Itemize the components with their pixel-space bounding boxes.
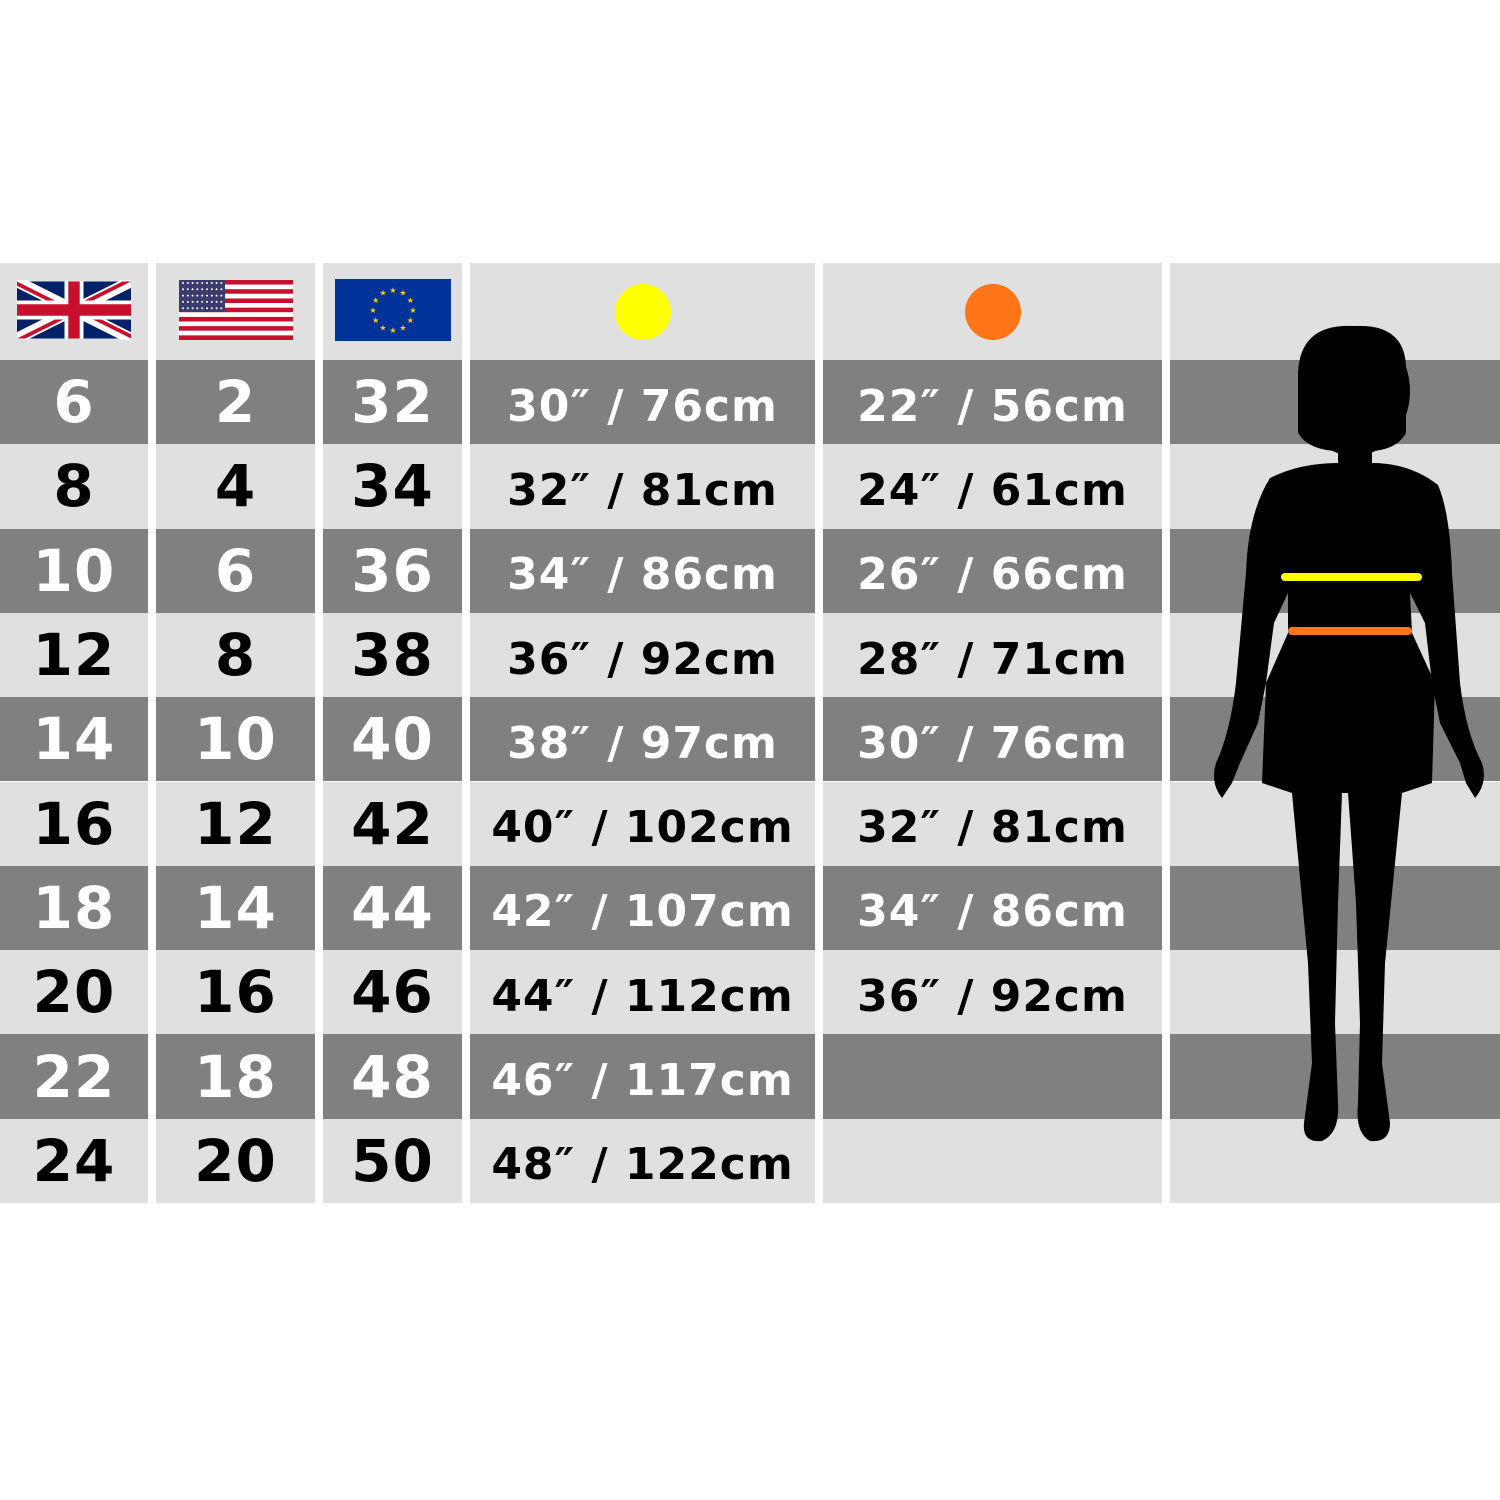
svg-text:★: ★	[399, 323, 406, 332]
cell-us: 4	[156, 444, 315, 529]
header-waist	[823, 263, 1162, 360]
column-eu: ★ ★ ★ ★ ★ ★ ★ ★ ★ ★ ★ ★ 32 34 36 38 40 42 44 46 48 50	[323, 263, 462, 1203]
svg-text:★: ★	[399, 288, 406, 297]
svg-text:★: ★	[379, 323, 386, 332]
cell-bust: 34″ / 86cm	[470, 528, 815, 613]
cell-bust: 36″ / 92cm	[470, 612, 815, 698]
cell-us: 12	[156, 781, 315, 866]
column-us: 2 4 6 8 10 12 14 16 18 20	[156, 263, 315, 1203]
cell-eu: 50	[323, 1118, 462, 1203]
cell-uk: 20	[0, 950, 148, 1035]
waist-dot-icon	[964, 283, 1021, 340]
cell-us: 20	[156, 1118, 315, 1203]
cell-us: 6	[156, 528, 315, 613]
cell-eu: 40	[323, 697, 462, 782]
header-bust	[470, 263, 815, 360]
eu-flag-icon: ★ ★ ★ ★ ★ ★ ★ ★ ★ ★ ★ ★	[334, 278, 451, 345]
cell-eu: 38	[323, 612, 462, 698]
cell-waist: 30″ / 76cm	[823, 697, 1162, 782]
cell-uk: 12	[0, 612, 148, 698]
svg-text:★: ★	[406, 316, 413, 325]
cell-waist: 24″ / 61cm	[823, 444, 1162, 529]
cell-us: 14	[156, 865, 315, 951]
cell-waist: 32″ / 81cm	[823, 781, 1162, 866]
cell-waist: 26″ / 66cm	[823, 528, 1162, 613]
cell-uk: 8	[0, 444, 148, 529]
cell-us: 2	[156, 360, 315, 445]
cell-bust: 40″ / 102cm	[470, 781, 815, 866]
cell-waist: 22″ / 56cm	[823, 360, 1162, 445]
cell-bust: 30″ / 76cm	[470, 360, 815, 445]
cell-bust: 42″ / 107cm	[470, 865, 815, 951]
cell-uk: 24	[0, 1118, 148, 1203]
cell-bust: 44″ / 112cm	[470, 950, 815, 1035]
cell-waist: 36″ / 92cm	[823, 950, 1162, 1035]
cell-eu: 48	[323, 1034, 462, 1119]
cell-uk: 22	[0, 1034, 148, 1119]
cell-eu: 36	[323, 528, 462, 613]
header-us	[156, 263, 315, 360]
svg-text:★: ★	[369, 306, 376, 315]
woman-silhouette-icon	[1214, 325, 1484, 1142]
cell-us: 18	[156, 1034, 315, 1119]
cell-uk: 18	[0, 865, 148, 951]
us-flag-icon	[178, 279, 293, 344]
cell-eu: 46	[323, 950, 462, 1035]
cell-eu: 42	[323, 781, 462, 866]
cell-us: 8	[156, 612, 315, 698]
bust-dot-icon	[614, 283, 671, 340]
cell-eu: 44	[323, 865, 462, 951]
cell-uk: 10	[0, 528, 148, 613]
cell-uk: 6	[0, 360, 148, 445]
column-bust: 30″ / 76cm 32″ / 81cm 34″ / 86cm 36″ / 92cm…	[470, 263, 815, 1203]
cell-waist: 28″ / 71cm	[823, 612, 1162, 698]
cell-bust: 38″ / 97cm	[470, 697, 815, 782]
cell-waist: 34″ / 86cm	[823, 865, 1162, 951]
cell-bust: 46″ / 117cm	[470, 1034, 815, 1119]
svg-text:★: ★	[372, 316, 379, 325]
svg-text:★: ★	[389, 326, 396, 335]
cell-waist	[823, 1118, 1162, 1203]
svg-text:★: ★	[372, 296, 379, 305]
cell-uk: 14	[0, 697, 148, 782]
uk-flag-icon	[14, 275, 134, 344]
header-uk	[0, 263, 148, 360]
svg-text:★: ★	[406, 296, 413, 305]
column-waist: 22″ / 56cm 24″ / 61cm 26″ / 66cm 28″ / 71cm…	[823, 263, 1162, 1203]
cell-eu: 34	[323, 444, 462, 529]
cell-us: 16	[156, 950, 315, 1035]
column-uk: 6 8 10 12 14 16 18 20 22 24	[0, 263, 148, 1203]
cell-us: 10	[156, 697, 315, 782]
svg-text:★: ★	[379, 288, 386, 297]
cell-figure	[1170, 1118, 1500, 1203]
svg-text:★: ★	[409, 306, 416, 315]
cell-eu: 32	[323, 360, 462, 445]
header-eu: ★ ★ ★ ★ ★ ★ ★ ★ ★ ★ ★ ★	[323, 263, 462, 360]
svg-text:★: ★	[389, 286, 396, 295]
cell-bust: 32″ / 81cm	[470, 444, 815, 529]
cell-uk: 16	[0, 781, 148, 866]
cell-bust: 48″ / 122cm	[470, 1118, 815, 1203]
cell-waist	[823, 1034, 1162, 1119]
